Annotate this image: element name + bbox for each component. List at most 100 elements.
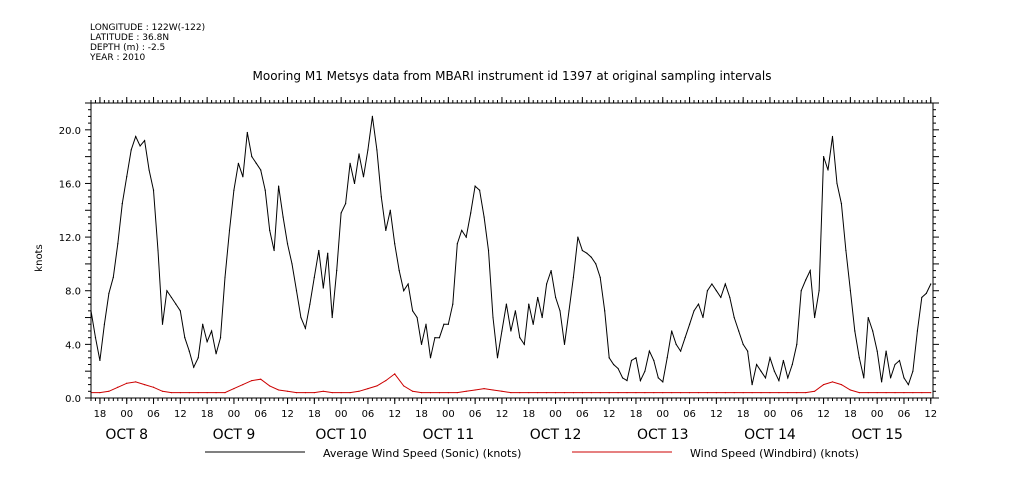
data-point [519,337,521,339]
data-point [108,292,110,295]
y-axis-label: knots [34,244,45,271]
data-point [99,392,101,394]
data-point [295,290,298,292]
data-point [309,303,311,305]
data-point [224,276,226,278]
data-point [791,363,793,366]
x-tick-label: 06 [576,409,589,420]
data-point [845,249,847,252]
data-point [733,392,735,394]
data-point [483,216,485,218]
x-tick-label: 00 [871,409,884,420]
data-point [854,330,856,332]
data-point [130,149,132,151]
data-point [921,392,923,394]
data-point [246,131,248,134]
data-point [385,379,387,382]
data-point [706,392,709,394]
data-point [903,392,905,394]
data-point [849,389,851,391]
data-point [224,392,226,394]
data-point [577,236,579,238]
data-point [148,169,150,171]
data-point [586,252,588,254]
windbird-line [91,373,931,394]
data-point [930,283,932,285]
data-point [295,392,298,394]
x-tick-label: 18 [94,409,107,420]
data-point [671,330,673,332]
data-point [376,149,378,151]
x-tick-label: 06 [362,409,375,420]
data-point [863,377,865,379]
data-point [117,243,119,245]
data-point [242,176,244,178]
x-day-label: OCT 11 [423,427,475,443]
data-point [420,343,423,345]
data-point [420,392,423,394]
data-point [563,343,566,345]
data-point [572,276,575,278]
chart-title: Mooring M1 Metsys data from MBARI instru… [253,69,772,83]
data-point [188,350,190,352]
y-tick-label: 12.0 [59,233,81,244]
data-point [912,392,914,394]
data-point [532,323,534,325]
data-point [639,379,642,382]
data-point [197,357,199,359]
x-tick-label: 00 [442,409,455,420]
data-point [340,392,342,394]
data-point [572,392,575,394]
data-point [103,323,106,325]
data-point [505,303,508,305]
data-point [157,249,159,252]
data-point [724,392,726,394]
year-text: YEAR : 2010 [89,53,146,63]
data-point [858,357,860,359]
data-point [858,392,860,394]
data-point [358,153,360,155]
data-point [537,296,539,299]
data-point [836,182,838,185]
data-point [787,392,789,394]
data-point [644,370,646,372]
data-point [635,392,637,394]
data-point [693,310,695,312]
x-tick-label: 06 [147,409,160,420]
data-point [438,392,441,394]
data-point [581,392,583,394]
data-point [474,389,476,391]
data-point [255,162,257,164]
data-point [840,202,843,205]
data-point [729,296,731,299]
data-point [443,323,445,325]
series-sonic [90,115,932,386]
data-point [697,303,700,305]
data-point [872,330,874,332]
data-point [894,392,896,394]
legend-label: Average Wind Speed (Sonic) (knots) [323,447,521,460]
series-windbird [90,373,932,394]
data-point [237,162,240,164]
data-point [144,383,146,386]
data-point [242,383,244,386]
data-point [126,382,128,384]
data-point [514,310,516,312]
data-point [215,353,217,355]
data-point [773,370,776,372]
data-point [630,359,633,362]
data-point [144,139,146,142]
data-point [135,381,137,383]
data-point [898,359,901,362]
data-point [751,392,753,394]
legend: Average Wind Speed (Sonic) (knots) Wind S… [205,447,859,460]
data-point [755,363,758,366]
data-point [653,359,655,362]
x-tick-label: 12 [174,409,187,420]
data-point [175,303,177,305]
data-point [809,270,811,272]
data-point [697,392,700,394]
data-point [331,392,333,394]
data-point [206,341,208,343]
data-point [715,290,717,292]
